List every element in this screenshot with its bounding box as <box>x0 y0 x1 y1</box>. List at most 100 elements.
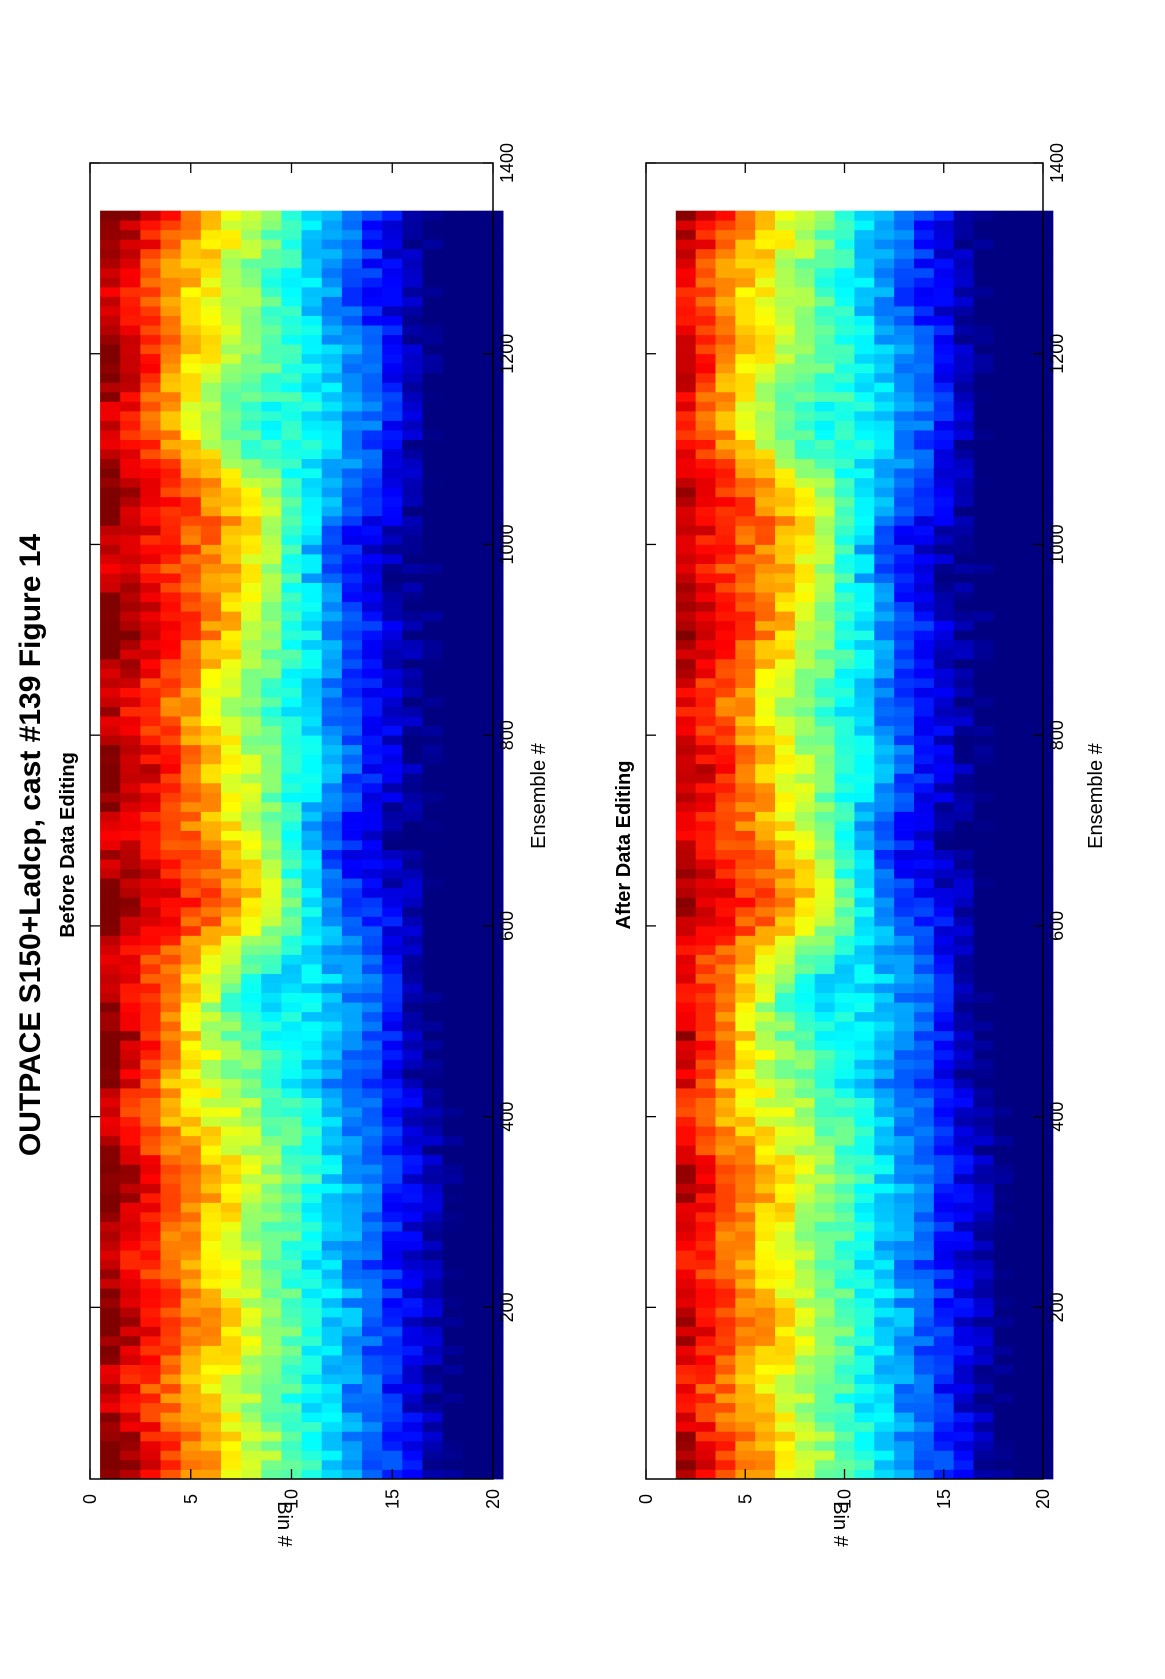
heatmap-cell <box>675 1078 697 1089</box>
heatmap-cell <box>993 1355 1014 1365</box>
heatmap-cell <box>715 1116 736 1127</box>
heatmap-cell <box>281 487 302 498</box>
heatmap-cell <box>100 1374 121 1385</box>
heatmap-cell <box>775 897 796 908</box>
heatmap-cell <box>281 1278 302 1289</box>
heatmap-cell <box>894 1364 915 1375</box>
heatmap-cell <box>200 220 222 231</box>
heatmap-cell <box>140 563 161 574</box>
heatmap-cell <box>913 668 935 679</box>
heatmap-cell <box>913 1393 935 1404</box>
heatmap-cell <box>422 1173 444 1184</box>
heatmap-cell <box>362 315 383 326</box>
heatmap-cell <box>462 420 484 431</box>
heatmap-cell <box>1013 1173 1034 1184</box>
heatmap-cell <box>241 1126 262 1137</box>
x-tick-label: 1000 <box>497 524 517 564</box>
heatmap-cell <box>301 1316 323 1327</box>
heatmap-cell <box>675 1345 697 1356</box>
heatmap-cell <box>695 792 716 803</box>
heatmap-cell <box>442 334 464 345</box>
heatmap-cell <box>160 496 182 507</box>
heatmap-cell <box>775 1221 796 1232</box>
heatmap-cell <box>422 1364 444 1375</box>
heatmap-cell <box>100 1335 121 1346</box>
heatmap-cell <box>735 496 756 507</box>
heatmap-cell <box>100 1278 121 1289</box>
heatmap-cell <box>160 687 182 698</box>
heatmap-cell <box>794 592 816 603</box>
heatmap-cell <box>442 811 464 822</box>
heatmap-cell <box>894 1192 915 1203</box>
heatmap-cell <box>814 878 835 889</box>
heatmap-cell <box>200 1202 222 1213</box>
heatmap-cell <box>874 1345 895 1356</box>
heatmap-cell <box>735 983 756 994</box>
heatmap-cell <box>695 1183 716 1194</box>
heatmap-cell <box>301 1059 323 1070</box>
heatmap-cell <box>100 248 121 259</box>
heatmap-cell <box>894 382 915 393</box>
heatmap-cell <box>735 601 756 612</box>
heatmap-cell <box>160 220 182 231</box>
heatmap-cell <box>933 1374 955 1385</box>
heatmap-cell <box>993 1469 1014 1480</box>
heatmap-cell <box>973 649 994 660</box>
heatmap-cell <box>382 1345 403 1356</box>
heatmap-cell <box>1013 1450 1034 1461</box>
heatmap-cell <box>973 1030 994 1041</box>
heatmap-cell <box>321 668 343 679</box>
heatmap-cell <box>775 1011 796 1022</box>
heatmap-cell <box>301 697 323 707</box>
heatmap-cell <box>120 983 141 994</box>
heatmap-cell <box>301 658 323 669</box>
heatmap-cell <box>200 887 222 898</box>
heatmap-cell <box>775 697 796 707</box>
heatmap-cell <box>834 668 855 679</box>
heatmap-cell <box>953 849 974 860</box>
heatmap-cell <box>695 1126 716 1137</box>
heatmap-cell <box>854 830 875 841</box>
heatmap-cell <box>120 1021 141 1032</box>
heatmap-cell <box>462 964 484 974</box>
heatmap-cell <box>140 887 161 898</box>
heatmap-cell <box>775 1088 796 1098</box>
heatmap-cell <box>140 1088 161 1098</box>
heatmap-cell <box>854 1221 875 1232</box>
heatmap-cell <box>180 1364 202 1375</box>
heatmap-cell <box>854 763 875 774</box>
heatmap-cell <box>715 973 736 984</box>
heatmap-cell <box>382 725 403 736</box>
heatmap-cell <box>100 887 121 898</box>
heatmap-cell <box>301 582 323 593</box>
heatmap-cell <box>261 1345 282 1356</box>
heatmap-cell <box>442 1145 464 1156</box>
heatmap-cell <box>100 592 121 603</box>
heatmap-cell <box>462 258 484 269</box>
heatmap-cell <box>462 611 484 622</box>
heatmap-cell <box>422 1288 444 1299</box>
heatmap-cell <box>100 315 121 326</box>
heatmap-cell <box>402 1116 423 1127</box>
heatmap-cell <box>301 1450 323 1461</box>
heatmap-cell <box>100 1383 121 1394</box>
heatmap-cell <box>220 744 242 755</box>
heatmap-cell <box>794 716 816 727</box>
heatmap-cell <box>301 277 323 288</box>
heatmap-cell <box>160 410 182 421</box>
heatmap-cell <box>362 1002 383 1013</box>
heatmap-cell <box>1013 821 1034 831</box>
heatmap-cell <box>382 906 403 917</box>
heatmap-cell <box>382 897 403 908</box>
heatmap-cell <box>382 859 403 870</box>
heatmap-cell <box>913 754 935 765</box>
heatmap-cell <box>180 468 202 479</box>
heatmap-cell <box>894 1173 915 1184</box>
heatmap-cell <box>1013 916 1034 927</box>
heatmap-cell <box>462 668 484 679</box>
heatmap-cell <box>953 430 974 440</box>
heatmap-cell <box>814 630 835 641</box>
heatmap-cell <box>715 410 736 421</box>
heatmap-cell <box>834 649 855 660</box>
heatmap-cell <box>913 1269 935 1280</box>
